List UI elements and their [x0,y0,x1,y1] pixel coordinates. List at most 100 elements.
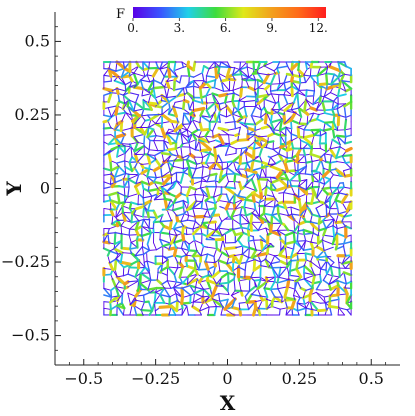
force-edge [168,233,178,236]
force-edge [194,193,205,196]
force-edge [201,65,205,74]
force-edge [204,200,216,205]
force-edge [345,293,353,305]
force-edge [168,219,173,231]
force-edge [174,99,185,103]
force-edge [263,61,274,67]
force-edge [343,286,349,296]
force-edge [168,299,179,305]
force-edge [258,215,270,223]
force-edge [264,185,268,197]
force-edge [238,126,241,135]
force-edge [154,310,157,316]
force-edge [143,133,146,145]
force-edge [155,245,164,251]
force-edge [340,260,353,265]
force-edge [329,139,333,150]
force-edge [334,199,339,210]
force-edge [206,253,215,258]
force-edge [313,112,320,116]
force-edge [155,113,163,125]
force-edge [116,219,123,228]
force-edge [321,100,326,112]
force-edge [245,256,250,264]
force-edge [217,252,223,261]
force-edge [195,165,204,170]
force-edge [185,264,197,271]
force-edge [299,286,307,292]
force-edge [173,158,185,162]
force-edge [283,192,296,196]
force-edge [310,192,315,205]
force-edge [296,307,307,312]
force-edge [220,80,230,92]
force-edge [148,139,151,151]
force-edge [336,225,347,230]
force-edge [265,245,270,255]
force-edge [127,174,140,180]
force-edge [283,93,289,105]
force-edge [319,268,322,275]
force-edge [303,274,316,280]
force-edge [199,306,210,312]
force-edge [115,275,127,286]
force-edge [250,115,262,118]
force-edge [254,118,264,126]
force-edge [171,206,185,212]
force-edge [264,258,272,265]
force-edge [214,65,219,79]
force-edge [237,99,240,112]
force-edge [246,66,250,78]
force-edge [221,218,226,222]
force-edge [313,79,315,92]
force-edge [115,60,127,71]
force-edge [172,225,185,230]
force-edge [283,296,296,301]
force-edge [167,266,179,269]
force-edge [239,61,242,71]
force-edge [180,146,183,159]
force-edge [321,186,332,191]
force-edge [161,170,171,178]
force-edge [102,247,111,253]
force-edge [180,219,189,223]
force-edge [166,132,179,135]
force-edge [323,108,334,112]
force-edge [192,301,194,308]
force-edge [213,146,218,159]
force-edge [302,228,315,235]
force-edge [250,248,258,259]
force-edge [160,125,167,139]
force-edge [228,145,237,150]
force-edge [309,221,320,225]
force-edge [141,246,144,255]
force-edge [142,61,150,70]
force-edge [165,132,177,144]
force-edge [233,172,237,183]
force-edge [137,153,145,163]
force-edge [316,65,329,77]
x-tick-label: 0.25 [282,369,318,388]
force-edge [173,228,178,236]
force-edge [243,198,247,209]
force-edge [192,296,204,303]
force-edge [264,82,273,91]
force-edge [173,87,185,91]
force-edge [243,206,256,211]
force-edge [305,75,311,83]
force-edge [188,239,195,245]
force-edge [134,219,140,231]
force-edge [322,127,335,132]
force-edge [244,185,257,192]
force-edge [269,156,277,165]
force-edge [323,153,332,156]
force-edge [309,152,322,159]
force-edge [103,307,112,310]
force-edge [341,155,347,164]
force-edge [183,112,192,125]
force-edge [322,218,335,222]
force-edge [115,205,123,219]
force-edge [140,79,151,83]
force-edge [143,145,150,151]
